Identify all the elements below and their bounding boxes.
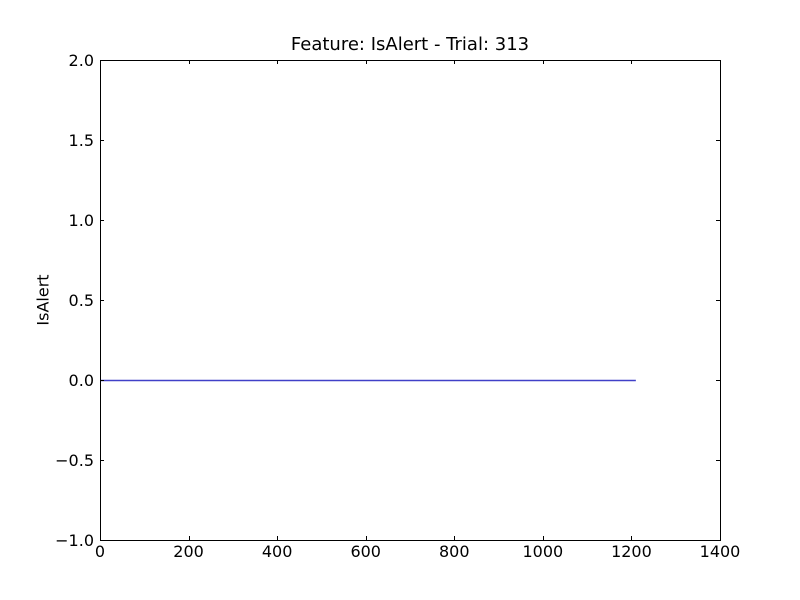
chart-title: Feature: IsAlert - Trial: 313 — [290, 34, 530, 55]
y-tick-label: 1.0 — [69, 211, 94, 230]
y-tick-label: 1.5 — [69, 131, 94, 150]
x-tick-label: 400 — [262, 542, 293, 561]
x-tick-label: 1400 — [700, 542, 741, 561]
x-tick-label: 200 — [173, 542, 204, 561]
y-tick-label: −1.0 — [55, 531, 94, 550]
x-tick-label: 1200 — [611, 542, 652, 561]
x-tick-label: 600 — [350, 542, 381, 561]
axes-frame — [100, 60, 721, 541]
ticks-layer: 0 200 400 600 800 1000 1200 1400 −1.0 −0.5 0.0 0.5 1… — [55, 51, 740, 561]
x-tick-label: 800 — [439, 542, 470, 561]
y-tick-label: 0.0 — [69, 371, 94, 390]
x-tick-label: 1000 — [522, 542, 563, 561]
x-tick-label: 0 — [95, 542, 105, 561]
y-tick-label: 0.5 — [69, 291, 94, 310]
y-tick-label: −0.5 — [55, 451, 94, 470]
y-tick-label: 2.0 — [69, 51, 94, 70]
